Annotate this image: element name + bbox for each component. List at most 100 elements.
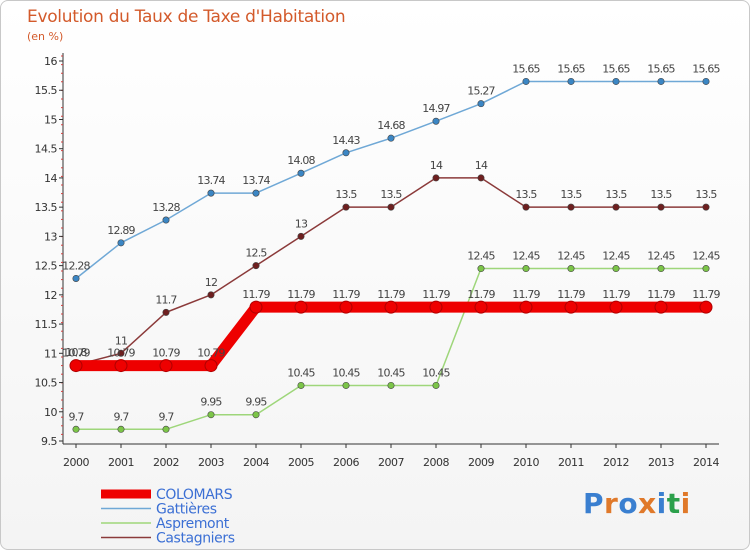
data-label-gatti-res: 12.89 <box>107 224 135 237</box>
data-label-aspremont: 12.45 <box>647 250 675 263</box>
data-label-gatti-res: 15.65 <box>692 62 720 75</box>
y-tick-label: 15.5 <box>35 84 58 97</box>
data-point-castagniers <box>162 308 170 316</box>
data-label-castagniers: 13.5 <box>560 188 582 201</box>
y-tick-label: 13.5 <box>35 201 58 214</box>
x-tick-label: 2005 <box>288 456 314 469</box>
y-tick-label: 14 <box>44 172 57 185</box>
chart-unit: (en %) <box>27 30 64 43</box>
data-label-aspremont: 10.45 <box>377 366 405 379</box>
data-point-castagniers <box>522 203 530 211</box>
data-label-colomars: 10.79 <box>152 347 180 360</box>
data-label-castagniers: 13.5 <box>515 188 537 201</box>
data-label-aspremont: 9.95 <box>245 396 267 409</box>
data-point-castagniers <box>117 349 125 357</box>
data-point-castagniers <box>297 232 305 240</box>
logo-letter: P <box>583 487 605 520</box>
data-point-aspremont <box>162 425 170 433</box>
data-label-castagniers: 13 <box>295 217 308 230</box>
data-point-gatti-res <box>162 216 170 224</box>
data-point-aspremont <box>72 425 80 433</box>
data-point-castagniers <box>567 203 575 211</box>
data-point-castagniers <box>252 262 260 270</box>
y-tick-label: 16 <box>44 55 57 68</box>
data-point-colomars <box>114 359 128 373</box>
data-point-colomars <box>564 300 578 314</box>
logo-letter: i <box>656 487 667 520</box>
data-label-colomars: 10.79 <box>107 347 135 360</box>
logo-letter: o <box>618 487 639 520</box>
data-point-gatti-res <box>477 100 485 108</box>
data-point-gatti-res <box>567 77 575 85</box>
x-tick-label: 2004 <box>243 456 269 469</box>
data-point-aspremont <box>522 265 530 273</box>
x-tick-label: 2007 <box>378 456 404 469</box>
x-tick-label: 2001 <box>108 456 134 469</box>
x-tick-label: 2003 <box>198 456 224 469</box>
y-tick-label: 10 <box>44 406 57 419</box>
legend-label: Aspremont <box>156 516 230 532</box>
y-tick-label: 14.5 <box>35 143 58 156</box>
y-tick-label: 10.5 <box>35 377 58 390</box>
data-label-gatti-res: 14.68 <box>377 119 405 132</box>
data-label-colomars: 11.79 <box>557 288 585 301</box>
data-point-gatti-res <box>657 77 665 85</box>
data-label-colomars: 10.79 <box>197 347 225 360</box>
data-point-colomars <box>249 300 263 314</box>
data-point-aspremont <box>702 265 710 273</box>
data-label-castagniers: 12 <box>205 276 217 289</box>
data-point-colomars <box>204 359 218 373</box>
data-label-aspremont: 10.45 <box>332 366 360 379</box>
x-tick-label: 2002 <box>153 456 179 469</box>
data-label-aspremont: 10.45 <box>287 366 315 379</box>
data-point-aspremont <box>387 381 395 389</box>
data-label-gatti-res: 15.65 <box>512 62 540 75</box>
data-label-gatti-res: 15.65 <box>647 62 675 75</box>
data-label-gatti-res: 13.74 <box>242 174 270 187</box>
data-point-castagniers <box>207 291 215 299</box>
data-point-castagniers <box>432 174 440 182</box>
data-point-colomars <box>609 300 623 314</box>
data-label-colomars: 11.79 <box>467 288 495 301</box>
data-point-aspremont <box>612 265 620 273</box>
data-label-colomars: 11.79 <box>422 288 450 301</box>
data-label-aspremont: 12.45 <box>512 250 540 263</box>
proxiti-logo: Proxiti <box>583 487 691 520</box>
data-label-castagniers: 13.5 <box>380 188 402 201</box>
data-point-aspremont <box>432 381 440 389</box>
data-point-castagniers <box>342 203 350 211</box>
data-point-gatti-res <box>342 149 350 157</box>
x-tick-label: 2008 <box>423 456 449 469</box>
data-point-gatti-res <box>522 77 530 85</box>
data-point-castagniers <box>387 203 395 211</box>
data-label-aspremont: 12.45 <box>602 250 630 263</box>
data-point-aspremont <box>657 265 665 273</box>
data-label-castagniers: 14 <box>430 159 443 172</box>
data-point-castagniers <box>612 203 620 211</box>
data-label-castagniers: 14 <box>475 159 488 172</box>
data-label-castagniers: 13.5 <box>335 188 357 201</box>
data-label-aspremont: 10.45 <box>422 366 450 379</box>
data-point-colomars <box>474 300 488 314</box>
data-point-castagniers <box>702 203 710 211</box>
y-tick-label: 15 <box>44 113 57 126</box>
data-point-gatti-res <box>612 77 620 85</box>
data-point-aspremont <box>117 425 125 433</box>
data-point-colomars <box>159 359 173 373</box>
data-label-castagniers: 10.8 <box>65 346 87 359</box>
data-point-gatti-res <box>207 189 215 197</box>
data-label-gatti-res: 13.74 <box>197 174 225 187</box>
data-label-aspremont: 9.7 <box>68 410 84 423</box>
logo-letter: r <box>604 487 619 520</box>
data-label-colomars: 11.79 <box>332 288 360 301</box>
data-label-castagniers: 11 <box>115 334 127 347</box>
x-tick-label: 2013 <box>648 456 674 469</box>
data-label-colomars: 11.79 <box>692 288 720 301</box>
x-tick-label: 2000 <box>63 456 89 469</box>
data-label-colomars: 11.79 <box>287 288 315 301</box>
y-tick-label: 12 <box>44 289 57 302</box>
logo-letter: i <box>680 487 691 520</box>
data-point-colomars <box>69 359 83 373</box>
legend-label: COLOMARS <box>156 487 233 503</box>
